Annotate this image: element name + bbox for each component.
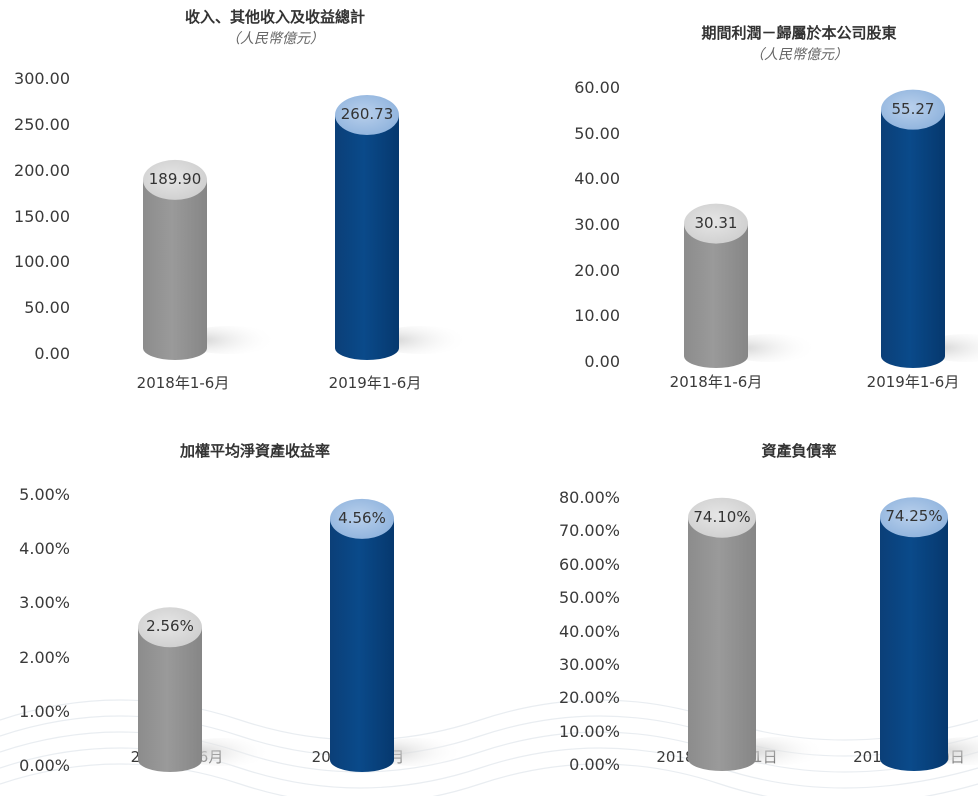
x-category-label: 2019年1-6月 [328,374,422,392]
y-tick-label: 0.00 [34,344,70,363]
y-tick-label: 20.00% [558,688,620,708]
bar-body [684,223,748,368]
y-tick-label: 20.00 [574,260,620,280]
y-tick-label: 1.00% [19,701,70,721]
y-tick-label: 150.00 [14,206,70,226]
chart-title: 資產負債率 [761,442,837,460]
bar-top [330,498,394,539]
chart-title: 加權平均淨資產收益率 [179,442,330,460]
bar-body [138,627,202,772]
y-tick-label: 100.00 [14,252,70,272]
bar-top [143,159,207,200]
bar-body [880,517,948,771]
y-tick-label: 250.00 [14,114,70,134]
y-tick-label: 200.00 [14,160,70,180]
chart-panel-revenue: 收入、其他收入及收益總計 （人民幣億元） [0,0,489,398]
bar-top [688,497,756,538]
y-tick-label: 70.00% [558,521,620,541]
y-tick-label: 300.00 [14,69,70,88]
chart-title: 期間利潤－歸屬於本公司股東 [701,24,897,42]
x-category-label: 2019年1-6月 [866,373,960,391]
y-tick-label: 2.00% [19,647,70,667]
bar-value-label: 4.56% [338,508,386,527]
bar-value-label: 30.31 [694,213,738,232]
y-tick-label: 50.00% [558,588,620,608]
y-tick-label: 40.00% [558,621,620,641]
y-tick-label: 5.00% [19,485,70,504]
bar-value-label: 55.27 [891,99,935,118]
bar-top [880,497,948,538]
y-tick-label: 30.00 [574,215,620,234]
bar-body [688,517,756,771]
bar-top [335,94,399,135]
bar-body [881,109,945,368]
bar-top [138,607,202,648]
chart-subtitle: （人民幣億元） [750,47,848,63]
bar-body [330,518,394,772]
y-tick-label: 40.00 [574,169,620,189]
chart-subtitle: （人民幣億元） [226,31,324,47]
y-tick-label: 4.00% [19,539,70,559]
y-tick-label: 0.00% [569,755,620,774]
bar-top [881,89,945,130]
y-tick-label: 50.00 [24,298,70,318]
x-category-label: 2018年1-6月 [136,374,230,392]
chart-panel-profit: 期間利潤－歸屬於本公司股東 （人民幣億元） [489,0,978,398]
y-tick-label: 50.00 [574,123,620,143]
chart-panel-debt-ratio: 資產負債率 [489,398,978,796]
y-tick-label: 0.00 [584,352,620,371]
chart-panel-roe: 加權平均淨資產收益率 [0,398,489,796]
x-category-label: 2018年1-6月 [669,373,763,391]
y-tick-label: 3.00% [19,593,70,613]
y-tick-label: 10.00% [558,721,620,741]
bar-value-label: 74.10% [693,507,751,526]
y-tick-label: 60.00 [574,78,620,97]
y-tick-label: 0.00% [19,756,70,775]
bar-body [143,179,207,360]
y-tick-label: 10.00 [574,306,620,326]
chart-title: 收入、其他收入及收益總計 [184,8,365,26]
bar-top [684,203,748,244]
bar-value-label: 74.25% [885,507,943,526]
bar-body [335,114,399,360]
y-tick-label: 30.00% [558,654,620,674]
bar-value-label: 189.90 [148,169,202,188]
bar-value-label: 260.73 [340,104,394,123]
y-tick-label: 80.00% [558,488,620,507]
bar-value-label: 2.56% [146,617,194,636]
y-tick-label: 60.00% [558,554,620,574]
